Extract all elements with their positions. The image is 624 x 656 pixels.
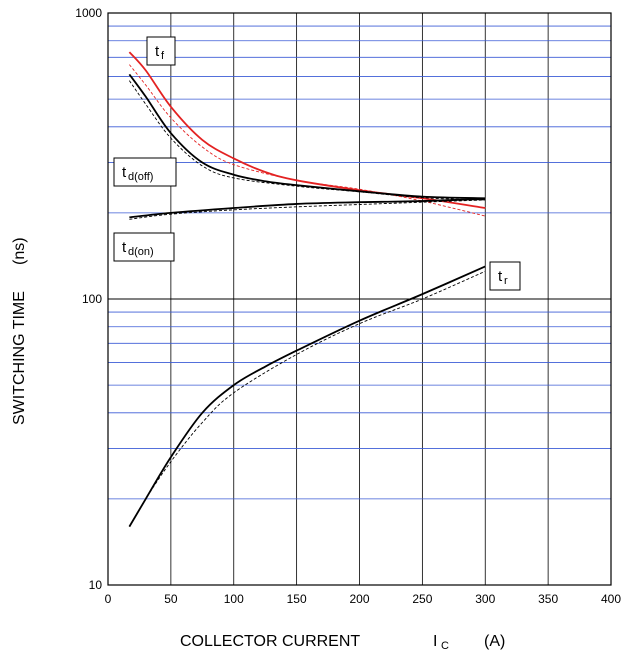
series-label-sub-doff: d(off) [128,171,153,183]
x-tick-label: 0 [105,592,112,606]
series-line-don-dashed [129,199,486,220]
series-label-r: t [498,268,503,285]
series-lines [128,51,486,528]
x-axis-symbol-sub: C [441,640,449,652]
x-axis-title: COLLECTOR CURRENT [180,633,360,650]
series-line-f [128,51,486,209]
series-label-box-r [489,261,521,291]
x-axis-unit: (A) [484,633,505,650]
y-tick-label: 1000 [75,6,102,20]
x-tick-label: 400 [601,592,621,606]
plot-frame [107,12,612,586]
x-tick-label: 300 [475,592,495,606]
series-label-sub-don: d(on) [128,246,154,258]
series-line-doff [128,73,486,200]
series-label-box-doff [113,157,177,187]
x-axis-symbol: I [433,633,437,650]
y-tick-label: 10 [89,578,103,592]
series-label-box-f [146,36,176,66]
series-line-doff-dashed [129,80,486,201]
series-label-don: t [122,239,127,256]
series-labels: t ft d(off)t d(on)t r [113,36,521,291]
x-tick-label: 150 [287,592,307,606]
grid [108,13,611,585]
x-tick-label: 250 [412,592,432,606]
y-tick-label: 100 [82,292,102,306]
x-tick-label: 350 [538,592,558,606]
y-axis-title: SWITCHING TIME [11,291,28,425]
series-label-box-don [113,232,175,262]
series-line-r-dashed [128,270,486,527]
x-tick-label: 200 [349,592,369,606]
series-label-f: t [155,43,160,60]
x-tick-label: 100 [224,592,244,606]
series-label-doff: t [122,164,127,181]
x-tick-label: 50 [164,592,178,606]
series-line-f-dashed [129,64,486,217]
tick-labels: 0 50 100 150 200 250 300 350 400 10 100 1000 [75,6,621,606]
series-label-sub-f: f [161,50,165,62]
series-line-r [128,265,486,528]
y-axis-unit: (ns) [11,237,28,265]
series-line-don [129,197,486,219]
series-label-sub-r: r [504,275,508,287]
